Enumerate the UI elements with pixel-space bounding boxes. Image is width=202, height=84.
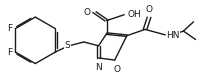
Text: O: O	[146, 5, 153, 14]
Text: O: O	[84, 8, 91, 17]
Text: O: O	[114, 65, 121, 74]
Text: F: F	[7, 48, 13, 57]
Text: N: N	[95, 63, 102, 72]
Text: HN: HN	[166, 31, 180, 40]
Text: F: F	[7, 24, 13, 33]
Text: S: S	[65, 41, 70, 50]
Text: OH: OH	[128, 10, 142, 19]
